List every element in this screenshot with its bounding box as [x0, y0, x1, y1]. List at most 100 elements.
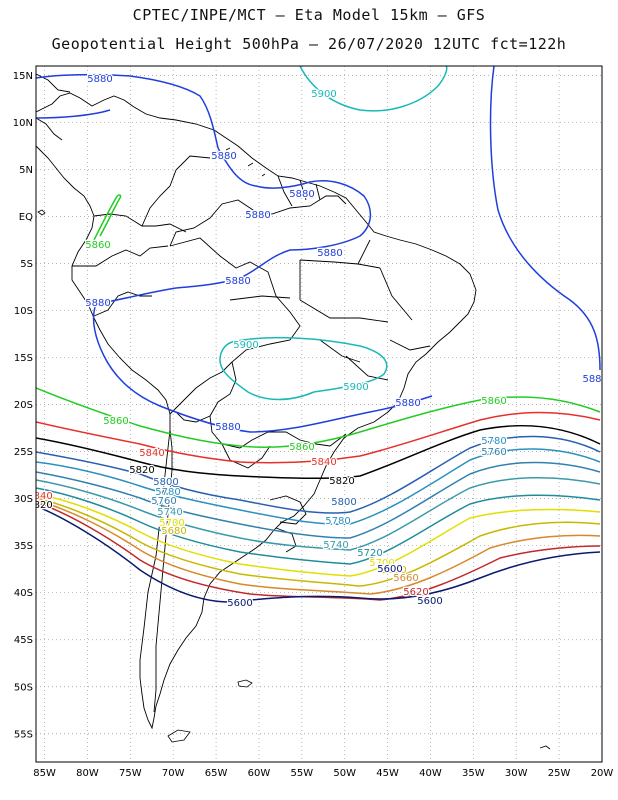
contour-label: 5700: [369, 558, 394, 569]
coastline-south-america: [36, 92, 477, 730]
lat-tick-label: 15S: [14, 353, 33, 364]
contour-5680: [36, 497, 601, 587]
contour-label: 5860: [289, 442, 314, 453]
contour-5900-center: [219, 336, 388, 401]
coastlines: [36, 73, 477, 730]
boundary-paraguay: [221, 443, 271, 469]
lon-tick-label: 65W: [205, 768, 228, 779]
contour-label: 5900: [311, 89, 336, 100]
lon-tick-label: 80W: [76, 768, 99, 779]
lat-tick-label: 25S: [14, 447, 33, 458]
contour-label: 5680: [161, 526, 186, 537]
contour-5880-north-1: [36, 73, 219, 149]
contour-label: 5880: [395, 398, 420, 409]
contour-label: 5620: [403, 587, 428, 598]
map-title-line1: CPTEC/INPE/MCT – Eta Model 15km – GFS: [132, 6, 486, 24]
contour-5760: [36, 461, 601, 539]
contour-label: 5880: [87, 74, 112, 85]
lon-tick-label: 60W: [248, 768, 271, 779]
contour-5840: [36, 411, 601, 464]
contour-5700: [36, 493, 601, 577]
boundary-guianas: [277, 175, 321, 207]
island-tierra-del-fuego: [167, 729, 191, 743]
lon-tick-label: 40W: [419, 768, 442, 779]
contour-label: 5780: [155, 487, 180, 498]
contour-label: 5840: [27, 491, 52, 502]
island-caribbean: [214, 147, 266, 177]
boundary-brazil-states: [229, 239, 431, 381]
lat-tick-label: 35S: [14, 541, 33, 552]
lat-tick-label: 20S: [14, 400, 33, 411]
contour-label: 5680: [381, 565, 406, 576]
contour-label: 5600: [377, 564, 402, 575]
contour-label: 5880: [215, 422, 240, 433]
contour-5880-loop: [92, 303, 433, 433]
map-frame: [35, 65, 603, 763]
lon-tick-label: 30W: [505, 768, 528, 779]
contour-5860: [36, 387, 601, 448]
contour-label: 5740: [323, 540, 348, 551]
contour-label: 5600: [227, 598, 252, 609]
contour-5880-east: [489, 66, 601, 371]
contour-label: 5700: [159, 518, 184, 529]
contour-5780: [36, 448, 601, 526]
contour-label: 5880: [289, 189, 314, 200]
island-south-georgia: [539, 745, 551, 750]
contour-5880-north-2: [36, 109, 372, 305]
contour-label: 5900: [343, 382, 368, 393]
contour-5820: [36, 424, 601, 480]
contour-label: 5760: [481, 447, 506, 458]
islands: [37, 147, 551, 750]
contour-label: 5880: [245, 210, 270, 221]
contour-5600: [36, 505, 601, 603]
contour-5860-amazon: [93, 194, 122, 241]
island-falklands: [237, 679, 253, 688]
coast-rio-de-la-plata: [275, 527, 297, 553]
lon-tick-label: 25W: [548, 768, 571, 779]
lon-tick-label: 20W: [591, 768, 614, 779]
contour-label: 5820: [27, 500, 52, 511]
graticule: [36, 66, 603, 762]
lat-tick-label: 55S: [14, 729, 33, 740]
contour-label: 5800: [153, 477, 178, 488]
lon-tick-label: 75W: [119, 768, 142, 779]
lon-tick-label: 45W: [376, 768, 399, 779]
boundary-brazil-west: [169, 237, 301, 449]
contour-label: 588: [582, 374, 601, 385]
boundary-brazil-north: [169, 195, 347, 247]
contour-label: 5780: [481, 436, 506, 447]
lon-tick-label: 35W: [462, 768, 485, 779]
boundary-peru-ecuador: [72, 245, 169, 317]
lon-tick-label: 50W: [333, 768, 356, 779]
contour-5720: [36, 487, 601, 565]
contour-label: 5760: [151, 496, 176, 507]
contour-5740: [36, 477, 601, 551]
boundary-uruguay: [269, 495, 307, 525]
contour-label: 5860: [85, 240, 110, 251]
lat-tick-label: 10N: [13, 118, 33, 129]
contour-label: 5860: [481, 396, 506, 407]
lat-tick-label: 10S: [14, 306, 33, 317]
lon-tick-label: 85W: [33, 768, 56, 779]
contour-label: 5860: [103, 416, 128, 427]
contour-label: 5600: [417, 596, 442, 607]
contour-label: 5880: [211, 151, 236, 162]
contour-label: 5820: [129, 465, 154, 476]
contour-label: 5820: [329, 476, 354, 487]
contour-label: 5880: [225, 276, 250, 287]
lat-tick-label: EQ: [19, 212, 33, 223]
lon-tick-label: 70W: [162, 768, 185, 779]
contour-label: 5880: [317, 248, 342, 259]
lat-tick-label: 15N: [13, 71, 33, 82]
contour-label: 5740: [157, 507, 182, 518]
island-galapagos: [37, 209, 46, 216]
lat-tick-label: 5S: [20, 259, 33, 270]
boundary-brazil-south: [239, 431, 347, 449]
boundary-colombia-venezuela: [93, 155, 211, 233]
contour-label: 5800: [331, 497, 356, 508]
contour-label: 5840: [311, 457, 336, 468]
lat-tick-label: 45S: [14, 635, 33, 646]
contour-5640: [36, 501, 601, 601]
contour-5800: [36, 435, 601, 514]
contour-labels: 5880 5900 5880 5880 5880 5880 5860 5880 5880 5900…: [27, 73, 602, 611]
